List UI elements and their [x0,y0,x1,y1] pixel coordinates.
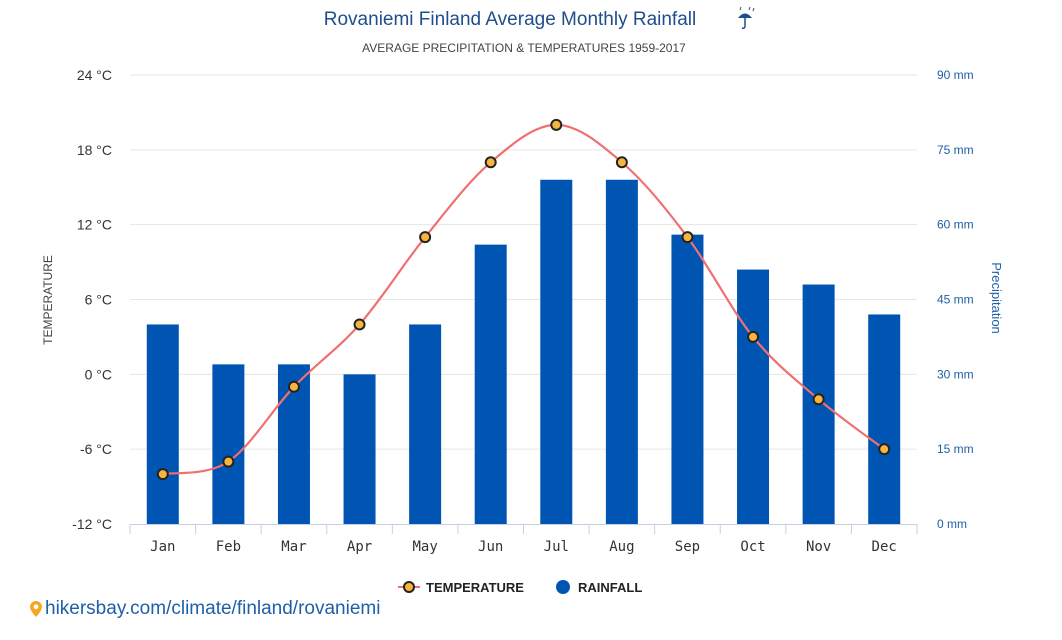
x-tick-label: Mar [281,539,306,555]
x-tick-label: Aug [609,539,634,555]
x-tick-label: May [412,539,437,555]
y-right-tick-label: 60 mm [937,218,974,232]
y-right-tick-label: 75 mm [937,143,974,157]
x-tick-label: Feb [216,539,241,555]
temperature-point [878,443,891,456]
temperature-point [484,156,497,169]
x-tick-label: Oct [740,539,765,555]
rainfall-bar [343,374,376,524]
legend: TEMPERATURE RAINFALL [398,580,642,595]
x-tick-label: Apr [347,539,372,555]
y-right-tick-label: 15 mm [937,442,974,456]
y-left-tick-label: 12 °C [77,217,112,233]
y-left-tick-label: 0 °C [85,366,112,382]
y-left-tick-label: 18 °C [77,142,112,158]
rainfall-bar [146,324,179,524]
temperature-point [419,231,432,244]
temperature-line [162,123,885,476]
temperature-point [615,156,628,169]
rainfall-bar [474,244,507,524]
legend-temperature-marker [403,581,415,593]
temperature-point [222,455,235,468]
chart-subtitle: AVERAGE PRECIPITATION & TEMPERATURES 195… [362,41,686,55]
x-tick-label: Sep [675,539,700,555]
chart-title: Rovaniemi Finland Average Monthly Rainfa… [324,9,696,30]
umbrella-rain-icon [738,6,755,29]
x-tick-label: Jun [478,539,503,555]
source-link-text: hikersbay.com/climate/finland/rovaniemi [45,598,381,619]
x-tick-label: Nov [806,539,831,555]
y-left-tick-label: -12 °C [72,516,112,532]
temperature-point [353,318,366,331]
rainfall-bar [737,269,770,524]
temperature-point [812,393,825,406]
x-tick-label: Jan [150,539,175,555]
y-right-tick-label: 90 mm [937,68,974,82]
x-tick-label: Jul [544,539,569,555]
temperature-point [156,468,169,481]
legend-rainfall-marker [556,580,570,594]
temperature-point [550,118,563,131]
temperature-point [681,231,694,244]
legend-rainfall-label: RAINFALL [578,580,642,595]
rainfall-bar [671,234,704,524]
y-left-tick-label: 6 °C [85,292,112,308]
legend-temperature-label: TEMPERATURE [426,580,524,595]
rainfall-bar [409,324,442,524]
y-left-tick-label: 24 °C [77,67,112,83]
y-left-axis-label: TEMPERATURE [41,255,55,345]
temperature-point [287,380,300,393]
y-right-tick-label: 45 mm [937,293,974,307]
source-link[interactable]: hikersbay.com/climate/finland/rovaniemi [30,598,380,620]
y-left-tick-label: -6 °C [80,441,112,457]
temperature-point [747,330,760,343]
y-right-tick-label: 30 mm [937,367,974,381]
y-right-tick-label: 0 mm [937,517,967,531]
location-pin-icon [30,601,42,617]
rainfall-bar [605,179,638,524]
rainfall-bar [868,314,901,524]
y-right-axis-label: Precipitation [989,262,1004,334]
legend-item-rainfall[interactable]: RAINFALL [556,580,642,595]
x-tick-label: Dec [872,539,897,555]
rainfall-bar [540,179,573,524]
rainfall-bar [212,364,245,524]
legend-item-temperature[interactable]: TEMPERATURE [398,580,524,595]
